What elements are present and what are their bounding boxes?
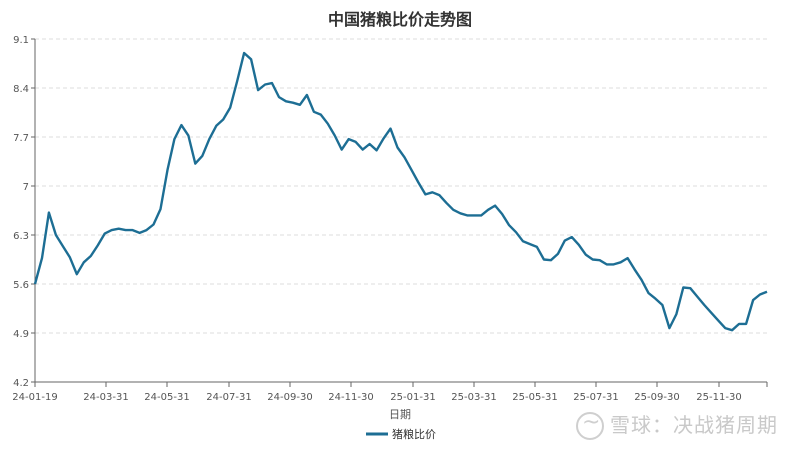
x-tick-label: 24-11-30 <box>328 392 373 403</box>
snowball-logo-icon <box>576 410 604 440</box>
x-tick-label: 24-05-31 <box>144 392 189 403</box>
chart-title: 中国猪粮比价走势图 <box>328 10 472 29</box>
y-tick-label: 9.1 <box>13 35 29 46</box>
x-tick-label: 25-01-31 <box>390 392 435 403</box>
x-axis-label: 日期 <box>389 408 411 421</box>
y-tick-label: 6.3 <box>13 231 29 242</box>
x-tick-label: 24-03-31 <box>83 392 128 403</box>
legend[interactable]: 猪粮比价 <box>366 427 436 441</box>
series-line <box>33 51 768 332</box>
legend-label: 猪粮比价 <box>392 427 436 441</box>
x-tick-label: 24-09-30 <box>267 392 312 403</box>
x-tick-label: 24-01-19 <box>12 392 57 403</box>
x-tick-label: 25-05-31 <box>512 392 557 403</box>
y-tick-label: 7.7 <box>13 133 29 144</box>
x-tick-label: 24-07-31 <box>206 392 251 403</box>
watermark: 雪球：决战猪周期 <box>576 409 778 440</box>
y-tick-label: 8.4 <box>13 84 29 95</box>
y-tick-label: 5.6 <box>13 280 29 291</box>
y-tick-label: 4.9 <box>13 329 29 340</box>
x-tick-label: 25-07-31 <box>573 392 618 403</box>
x-tick-label: 25-09-30 <box>634 392 679 403</box>
x-tick-label: 25-11-30 <box>696 392 741 403</box>
y-tick-label: 7 <box>23 182 29 193</box>
watermark-text: 雪球：决战猪周期 <box>610 412 778 437</box>
y-tick-label: 4.2 <box>13 378 29 389</box>
x-tick-label: 25-03-31 <box>451 392 496 403</box>
